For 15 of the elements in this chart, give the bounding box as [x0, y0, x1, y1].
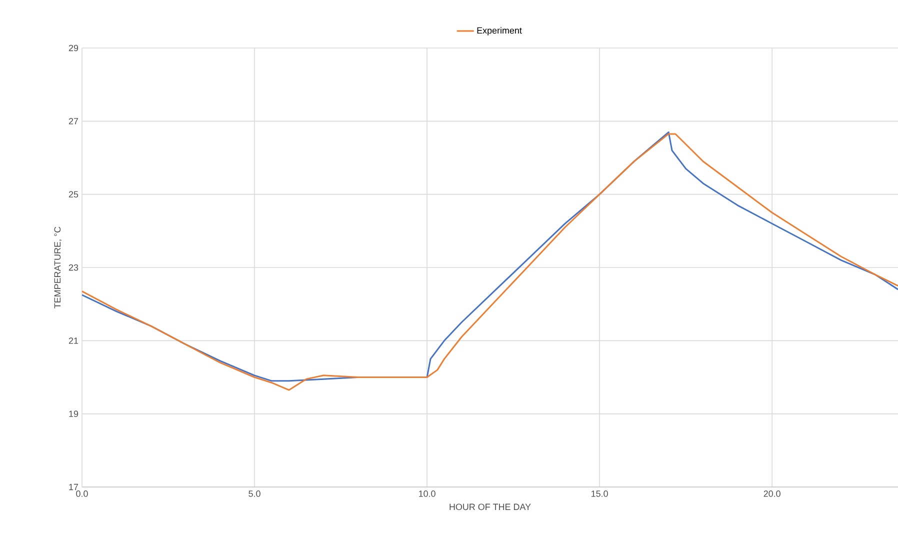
y-tick-label: 21 — [68, 338, 78, 344]
y-tick-label: 19 — [69, 410, 78, 418]
x-axis-title: HOUR OF THE DAY — [450, 504, 531, 510]
x-tick-label: 0.0 — [76, 490, 88, 497]
y-tick-label: 25 — [68, 191, 78, 198]
x-tick-label: 5.0 — [248, 490, 260, 497]
y-axis-title: TEMPERATURE, °C — [54, 226, 62, 308]
y-tick-label: 29 — [68, 44, 78, 52]
y-tick-label: 23 — [68, 264, 78, 271]
x-tick-label: 20.0 — [764, 490, 780, 497]
x-tick-label: 15.0 — [592, 490, 608, 497]
x-tick-label: 10.0 — [419, 490, 436, 497]
y-tick-label: 27 — [68, 118, 78, 124]
legend-label: Experiment — [477, 27, 522, 36]
y-tick-label: 17 — [69, 484, 78, 490]
